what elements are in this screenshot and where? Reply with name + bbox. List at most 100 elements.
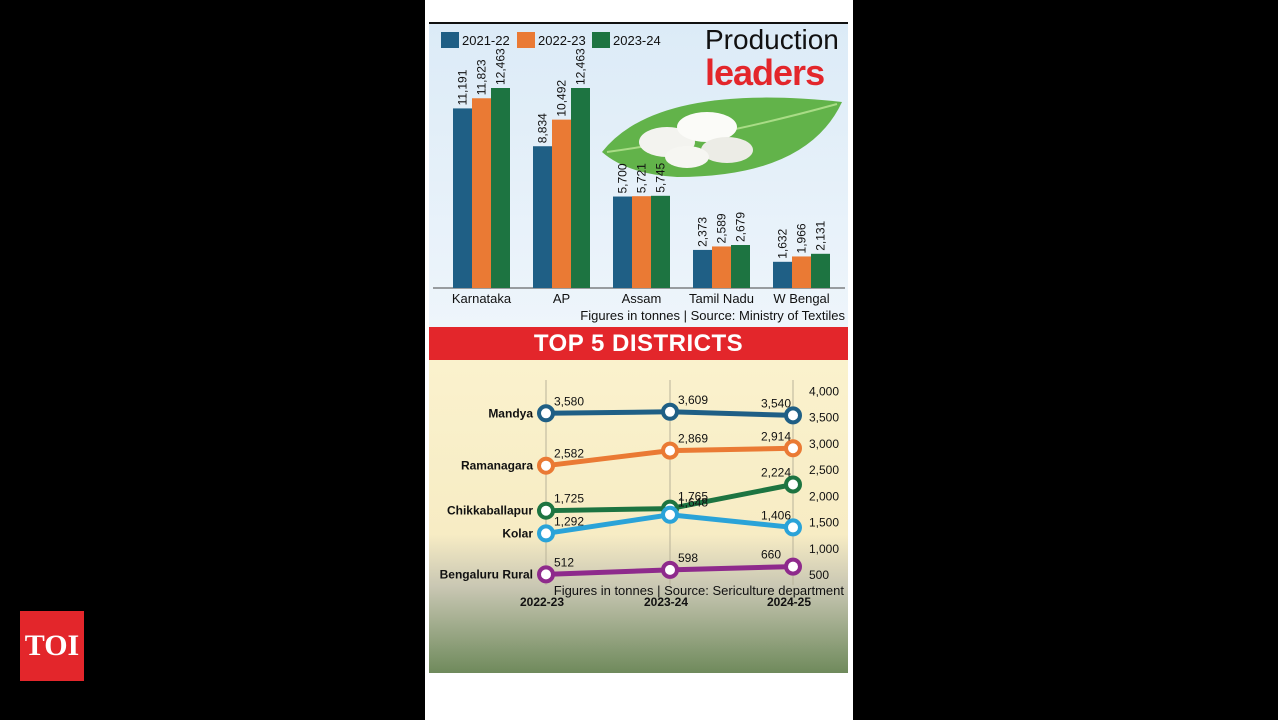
series-name-label: Mandya (488, 406, 533, 420)
category-label: Assam (622, 291, 662, 306)
line-plot: 4,000 3,500 3,000 2,500 2,000 1,500 1,000 500 3,… (440, 380, 839, 609)
data-point (784, 557, 802, 576)
point-value-label: 1,648 (678, 496, 708, 510)
x-tick-label: 2023-24 (644, 595, 688, 609)
bar-footnote: Figures in tonnes | Source: Ministry of … (580, 308, 845, 323)
bar-assam-2021-22 (613, 196, 632, 288)
line-footnote: Figures in tonnes | Source: Sericulture … (553, 583, 844, 598)
chart-title-line1: Production (705, 24, 839, 55)
data-point (537, 404, 555, 423)
bar-w-bengal-2023-24 (811, 253, 830, 288)
bar-value-label: 5,721 (635, 163, 649, 193)
point-value-label: 2,582 (554, 447, 584, 461)
chart-title-line2: leaders (705, 52, 825, 93)
bar-plot: 11,191 11,823 12,463 Karnataka 8,834 10,492 12… (433, 48, 845, 306)
point-value-label: 3,609 (678, 393, 708, 407)
y-tick-label: 4,000 (809, 384, 839, 398)
legend-swatch (441, 32, 459, 48)
bar-value-label: 2,589 (715, 213, 729, 243)
top-districts-chart: TOP 5 DISTRICTS 4,000 3,500 3,000 2,500 2,00… (429, 327, 848, 673)
category-label: W Bengal (773, 291, 829, 306)
legend-swatch (517, 32, 535, 48)
series-name-label: Bengaluru Rural (440, 567, 533, 581)
bar-value-label: 2,373 (696, 217, 710, 247)
bar-ap-2022-23 (552, 119, 571, 288)
bar-ap-2021-22 (533, 146, 552, 288)
bar-value-label: 1,966 (795, 223, 809, 253)
bar-value-label: 5,700 (616, 163, 630, 193)
point-value-label: 1,765 (678, 490, 708, 504)
point-value-label: 2,224 (761, 465, 791, 479)
bar-assam-2022-23 (632, 196, 651, 288)
legend-item-2022-23: 2022-23 (517, 32, 586, 48)
y-tick-label: 3,500 (809, 411, 839, 425)
data-point (661, 402, 679, 421)
legend-label: 2022-23 (538, 32, 586, 48)
bar-karnataka-2022-23 (472, 98, 491, 288)
data-point (537, 501, 555, 520)
data-point (537, 524, 555, 543)
bar-value-label: 11,191 (456, 69, 470, 105)
bar-tamil-nadu-2023-24 (731, 245, 750, 288)
bar-value-label: 10,492 (555, 80, 569, 117)
data-point (784, 475, 802, 494)
point-value-label: 3,540 (761, 396, 791, 410)
data-point (661, 560, 679, 579)
legend-swatch (592, 32, 610, 48)
bar-value-label: 1,632 (776, 228, 790, 258)
y-tick-label: 500 (809, 568, 829, 582)
x-tick-label: 2022-23 (520, 595, 564, 609)
data-point (784, 439, 802, 458)
toi-logo: TOI (20, 611, 84, 681)
bar-karnataka-2021-22 (453, 108, 472, 289)
chart-title-banner: TOP 5 DISTRICTS (429, 327, 848, 360)
data-point (661, 505, 679, 524)
data-point (784, 406, 802, 425)
legend-item-2023-24: 2023-24 (592, 32, 661, 48)
bar-value-label: 12,463 (574, 48, 588, 85)
data-point (537, 565, 555, 584)
bar-w-bengal-2021-22 (773, 261, 792, 288)
production-leaders-chart: 2021-22 2022-23 2023-24 Production leade… (429, 22, 848, 327)
legend-label: 2021-22 (462, 32, 510, 48)
point-value-label: 3,580 (554, 394, 584, 408)
legend-label: 2023-24 (613, 32, 661, 48)
series-name-label: Chikkaballapur (447, 504, 533, 518)
point-value-label: 1,406 (761, 508, 791, 522)
point-value-label: 1,725 (554, 492, 584, 506)
y-tick-label: 2,000 (809, 489, 839, 503)
bar-tamil-nadu-2021-22 (693, 249, 712, 288)
point-value-label: 2,914 (761, 429, 791, 443)
bar-tamil-nadu-2022-23 (712, 246, 731, 288)
point-value-label: 660 (761, 548, 781, 562)
bar-value-label: 2,679 (734, 212, 748, 242)
data-point (537, 456, 555, 475)
bar-value-label: 8,834 (536, 113, 550, 143)
bar-ap-2023-24 (571, 88, 590, 288)
y-tick-label: 2,500 (809, 463, 839, 477)
point-value-label: 2,869 (678, 432, 708, 446)
category-label: Tamil Nadu (689, 291, 754, 306)
bar-assam-2023-24 (651, 195, 670, 288)
bar-value-label: 5,745 (654, 162, 668, 192)
series-name-label: Kolar (502, 526, 533, 540)
x-tick-label: 2024-25 (767, 595, 811, 609)
bar-w-bengal-2022-23 (792, 256, 811, 288)
category-label: AP (553, 291, 570, 306)
point-value-label: 1,292 (554, 514, 584, 528)
bar-value-label: 11,823 (475, 59, 489, 95)
y-tick-label: 1,000 (809, 542, 839, 556)
series-name-label: Ramanagara (461, 459, 533, 473)
y-tick-label: 1,500 (809, 516, 839, 530)
data-point (784, 518, 802, 537)
category-label: Karnataka (452, 291, 512, 306)
data-point (661, 441, 679, 460)
bar-value-label: 12,463 (494, 48, 508, 85)
point-value-label: 512 (554, 555, 574, 569)
bar-value-label: 2,131 (814, 220, 828, 250)
point-value-label: 598 (678, 551, 698, 565)
y-tick-label: 3,000 (809, 437, 839, 451)
leaf-cocoon-icon (602, 97, 842, 177)
bar-karnataka-2023-24 (491, 88, 510, 288)
legend-item-2021-22: 2021-22 (441, 32, 510, 48)
